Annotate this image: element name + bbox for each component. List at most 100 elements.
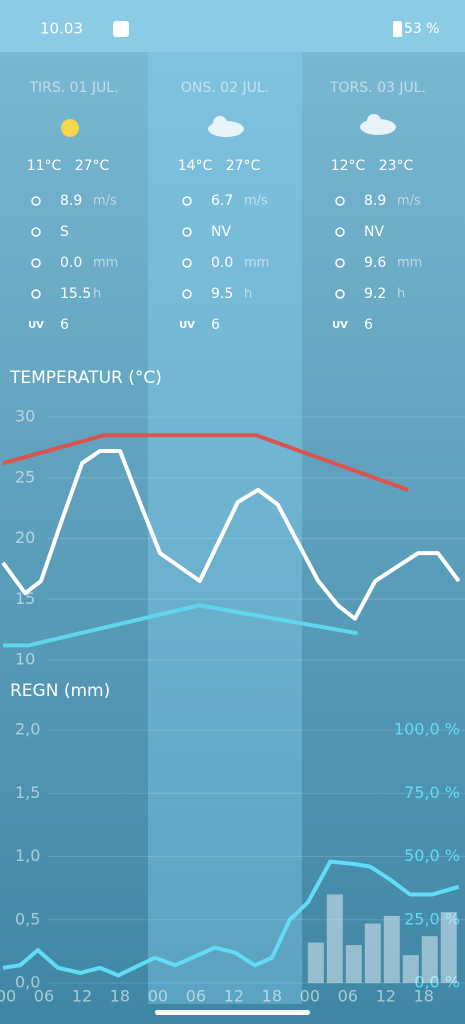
- row-icon: [335, 196, 345, 206]
- sun-icon: [61, 119, 79, 137]
- min-temp: 12°C: [331, 158, 366, 174]
- rain-unit: mm: [244, 256, 269, 271]
- day-title: ONS. 02 JUL.: [181, 80, 269, 96]
- uv-value: 6: [60, 317, 69, 333]
- chart-title: TEMPERATUR (°C): [9, 368, 162, 388]
- y2-tick-label: 100,0 %: [394, 720, 460, 739]
- data-line: [2, 433, 409, 492]
- y-tick-label: 20: [15, 528, 35, 547]
- rain-bar: [402, 955, 419, 983]
- direction-value: NV: [211, 224, 231, 240]
- rain-bar: [307, 942, 324, 983]
- uv-label: UV: [179, 320, 195, 331]
- status-bar: [0, 0, 465, 52]
- data-line: [2, 859, 460, 978]
- sun-value: 9.2: [364, 286, 386, 302]
- status-time: 10.03: [40, 20, 83, 38]
- direction-value: S: [60, 224, 69, 240]
- max-temp: 27°C: [226, 158, 261, 174]
- max-temp: 23°C: [379, 158, 414, 174]
- chart-title: REGN (mm): [10, 681, 110, 701]
- x-tick-label: 00: [148, 987, 168, 1006]
- status-battery: 53 %: [404, 21, 440, 37]
- row-icon: [182, 196, 192, 206]
- sun-value: 9.5: [211, 286, 233, 302]
- row-icon: [182, 227, 192, 237]
- max-temp: 27°C: [75, 158, 110, 174]
- row-icon: [31, 227, 41, 237]
- wind-value: 6.7: [211, 193, 233, 209]
- rain-cloud-icon: [367, 114, 381, 128]
- cloud-icon: [213, 116, 227, 130]
- row-icon: [335, 289, 345, 299]
- row-icon: [31, 258, 41, 268]
- uv-label: UV: [332, 320, 348, 331]
- home-indicator: [155, 1010, 310, 1015]
- day-title: TIRS. 01 JUL.: [28, 80, 118, 96]
- x-tick-label: 06: [186, 987, 206, 1006]
- row-icon: [31, 196, 41, 206]
- rain-value: 0.0: [211, 255, 233, 271]
- rain-value: 0.0: [60, 255, 82, 271]
- rain-bar: [345, 945, 362, 983]
- row-icon: [335, 227, 345, 237]
- rain-bar: [383, 915, 400, 983]
- x-tick-label: 18: [110, 987, 130, 1006]
- x-tick-label: 12: [72, 987, 92, 1006]
- x-tick-label: 18: [262, 987, 282, 1006]
- x-tick-label: 12: [376, 987, 396, 1006]
- sun-unit: h: [397, 287, 405, 302]
- sun-unit: h: [244, 287, 252, 302]
- rain-unit: mm: [93, 256, 118, 271]
- x-tick-label: 00: [0, 987, 16, 1006]
- row-icon: [335, 258, 345, 268]
- rain-value: 9.6: [364, 255, 386, 271]
- day-title: TORS. 03 JUL.: [329, 80, 426, 96]
- weather-icons: [61, 114, 396, 137]
- rain-bar: [421, 936, 438, 983]
- y-tick-label: 2,0: [15, 720, 40, 739]
- direction-value: NV: [364, 224, 384, 240]
- row-icon: [182, 289, 192, 299]
- x-tick-label: 00: [300, 987, 320, 1006]
- wind-value: 8.9: [364, 193, 386, 209]
- status-icon: [113, 21, 129, 37]
- rain-bar: [440, 912, 457, 983]
- y-tick-label: 0,5: [15, 909, 40, 928]
- data-line: [3, 603, 358, 648]
- rain-bar: [364, 923, 381, 983]
- wind-value: 8.9: [60, 193, 82, 209]
- y-tick-label: 25: [15, 467, 35, 486]
- row-icon: [31, 289, 41, 299]
- x-tick-label: 06: [34, 987, 54, 1006]
- y-tick-label: 15: [15, 589, 35, 608]
- y-tick-label: 1,0: [15, 846, 40, 865]
- uv-value: 6: [364, 317, 373, 333]
- row-icon: [182, 258, 192, 268]
- wind-unit: m/s: [93, 194, 117, 209]
- y2-tick-label: 75,0 %: [404, 783, 460, 802]
- min-temp: 11°C: [27, 158, 62, 174]
- battery-icon: [393, 21, 402, 37]
- data-line: [1, 449, 461, 621]
- rain-bar: [326, 894, 343, 983]
- sun-unit: h: [93, 287, 101, 302]
- y2-tick-label: 50,0 %: [404, 846, 460, 865]
- sun-value: 15.5: [60, 286, 91, 302]
- y-tick-label: 30: [15, 407, 35, 426]
- rain-unit: mm: [397, 256, 422, 271]
- y-tick-label: 1,5: [15, 783, 40, 802]
- y-tick-label: 10: [15, 650, 35, 669]
- wind-unit: m/s: [397, 194, 421, 209]
- uv-value: 6: [211, 317, 220, 333]
- y-tick-label: 0,0: [15, 973, 40, 992]
- y2-tick-label: 25,0 %: [404, 909, 460, 928]
- x-tick-label: 06: [338, 987, 358, 1006]
- x-tick-label: 12: [224, 987, 244, 1006]
- uv-label: UV: [28, 320, 44, 331]
- min-temp: 14°C: [178, 158, 213, 174]
- x-tick-label: 18: [414, 987, 434, 1006]
- wind-unit: m/s: [244, 194, 268, 209]
